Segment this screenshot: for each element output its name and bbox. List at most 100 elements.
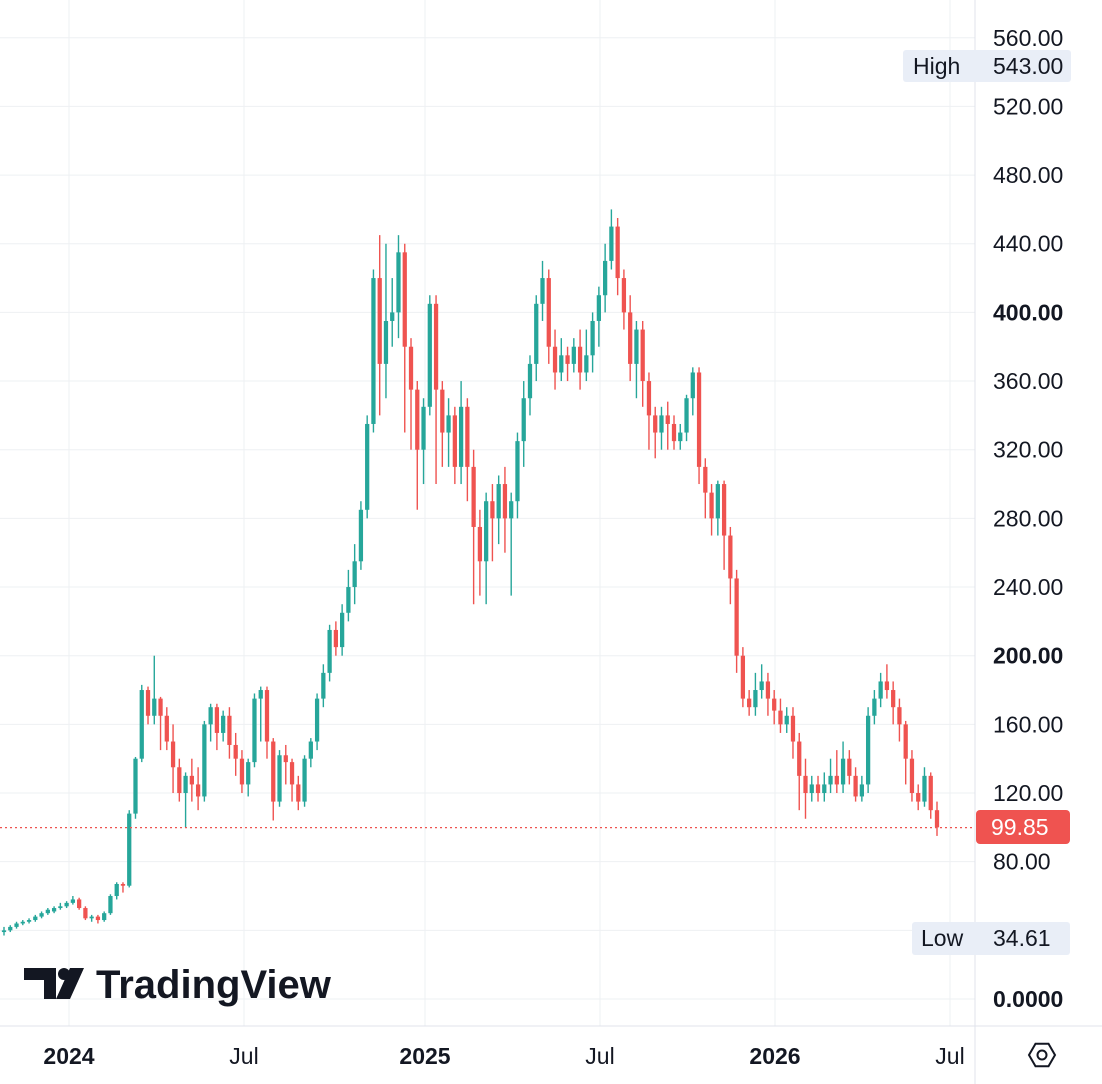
- candle-body: [70, 899, 76, 903]
- candle-body: [509, 501, 514, 519]
- candle-body: [678, 432, 683, 442]
- candle: [747, 690, 752, 716]
- candle-body: [872, 698, 877, 716]
- candle-body: [158, 698, 163, 716]
- candle: [402, 243, 407, 433]
- candle-body: [740, 655, 746, 699]
- candle: [690, 367, 695, 416]
- candle: [903, 720, 908, 785]
- settings-icon[interactable]: [1027, 1042, 1057, 1068]
- candle: [39, 911, 44, 919]
- candle-body: [333, 629, 339, 648]
- candle: [865, 707, 871, 794]
- price-axis[interactable]: 560.00 520.00 480.00 440.00 400.00 360.00 320.…: [993, 25, 1063, 1012]
- candle: [14, 921, 19, 929]
- candle-body: [408, 346, 414, 390]
- candle-body: [83, 908, 88, 919]
- candle-body: [458, 406, 464, 467]
- candle: [753, 672, 758, 716]
- candle-body: [314, 698, 320, 742]
- candle: [565, 346, 570, 382]
- candle-body: [765, 681, 771, 699]
- candle: [471, 449, 476, 605]
- candle: [878, 672, 883, 708]
- candle: [834, 750, 839, 794]
- candle-body: [58, 906, 63, 909]
- candle: [227, 707, 232, 759]
- candle: [559, 338, 564, 382]
- candle: [891, 681, 896, 725]
- candle: [840, 741, 846, 794]
- x-tick-label: Jul: [229, 1043, 258, 1069]
- candle: [577, 329, 583, 390]
- candle: [490, 484, 495, 562]
- candle: [390, 278, 395, 347]
- candle: [440, 381, 445, 467]
- candle-body: [715, 484, 720, 519]
- candle-body: [891, 690, 896, 708]
- candle: [239, 750, 245, 794]
- candle: [202, 720, 207, 802]
- candle-body: [371, 278, 376, 424]
- candle: [477, 509, 483, 596]
- candle-body: [728, 535, 733, 579]
- candle: [164, 707, 169, 751]
- candle: [703, 458, 708, 519]
- candle-body: [358, 509, 364, 562]
- candle: [521, 381, 526, 467]
- candle-body: [221, 715, 226, 733]
- candle-body: [571, 346, 576, 364]
- candle-body: [859, 784, 864, 797]
- candle-body: [502, 484, 508, 519]
- low-value: 34.61: [993, 925, 1051, 951]
- candle: [152, 655, 157, 725]
- candle-body: [897, 707, 902, 725]
- candle: [615, 217, 620, 296]
- candle: [20, 920, 25, 926]
- candle: [45, 908, 50, 915]
- candle-body: [396, 252, 401, 313]
- x-tick-label: 2024: [43, 1043, 94, 1069]
- candle: [433, 295, 439, 485]
- candle: [602, 243, 608, 313]
- candle-body: [552, 346, 558, 373]
- candle: [8, 925, 13, 933]
- candle-body: [14, 923, 19, 927]
- candle: [552, 329, 558, 390]
- candle: [208, 703, 213, 742]
- candle: [308, 738, 313, 768]
- candle: [95, 914, 101, 924]
- candle-body: [759, 681, 764, 691]
- candle-body: [120, 883, 126, 886]
- candle: [252, 693, 257, 768]
- candle-body: [296, 784, 301, 802]
- candle: [371, 269, 376, 433]
- y-tick-label: 200.00: [993, 643, 1063, 669]
- candle: [740, 647, 746, 708]
- candle: [133, 756, 138, 819]
- candle: [120, 882, 126, 893]
- candle-body: [271, 741, 276, 802]
- last-price-tag: 99.85: [976, 810, 1070, 844]
- candle-body: [246, 762, 251, 785]
- candle-body: [753, 690, 758, 708]
- candle: [283, 744, 288, 785]
- candle-body: [609, 226, 614, 261]
- candle-body: [452, 415, 457, 467]
- candle: [246, 758, 251, 797]
- candle: [696, 367, 702, 485]
- candle: [540, 260, 545, 321]
- candle-body: [421, 406, 426, 450]
- candle: [502, 466, 508, 553]
- candle: [590, 312, 595, 373]
- candle-body: [646, 381, 652, 416]
- time-axis[interactable]: 2024 Jul 2025 Jul 2026 Jul: [43, 1043, 964, 1069]
- candle: [678, 423, 683, 450]
- candle-body: [577, 346, 583, 373]
- candle: [77, 897, 82, 910]
- candle: [264, 686, 270, 759]
- candle: [496, 475, 501, 545]
- candle-body: [847, 758, 852, 776]
- candle: [721, 480, 727, 570]
